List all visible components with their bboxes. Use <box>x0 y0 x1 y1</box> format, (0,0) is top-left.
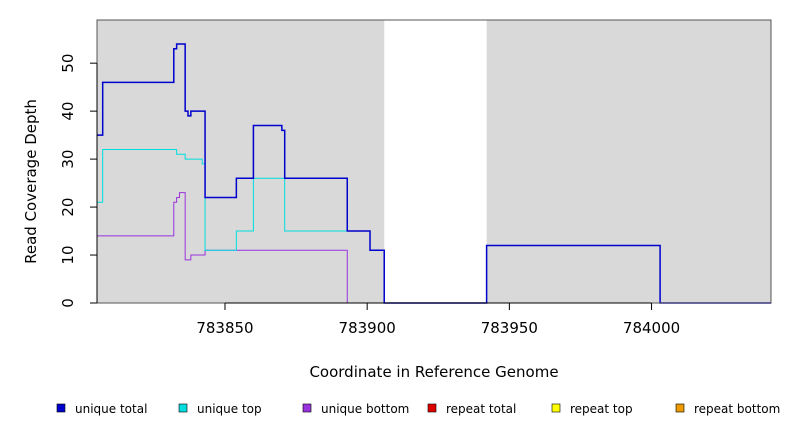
legend-label: unique top <box>197 402 262 416</box>
y-tick-label: 10 <box>59 245 77 264</box>
y-tick-label: 20 <box>59 198 77 217</box>
x-tick-label: 783900 <box>339 319 396 337</box>
x-tick-label: 783850 <box>196 319 253 337</box>
x-axis-title: Coordinate in Reference Genome <box>309 363 558 381</box>
legend-label: repeat total <box>446 402 516 416</box>
legend-item-repeat-total: repeat total <box>427 402 516 416</box>
legend-label: repeat top <box>570 402 633 416</box>
x-tick-label: 783950 <box>481 319 538 337</box>
legend-swatch <box>551 403 561 413</box>
y-tick-label: 40 <box>59 102 77 121</box>
legend-item-repeat-bottom: repeat bottom <box>675 402 780 416</box>
legend-swatch <box>302 403 312 413</box>
legend-label: unique total <box>75 402 147 416</box>
y-tick-label: 30 <box>59 150 77 169</box>
series-line-unique-total <box>97 43 771 304</box>
unshaded-region <box>384 20 487 303</box>
x-axis: 783850 783900 783950 784000 <box>196 302 680 337</box>
legend-item-unique-top: unique top <box>178 402 262 416</box>
y-axis-title: Read Coverage Depth <box>22 99 40 264</box>
legend-swatch <box>675 403 685 413</box>
y-tick-label: 0 <box>59 298 77 308</box>
legend-label: repeat bottom <box>694 402 780 416</box>
y-tick-label: 50 <box>59 54 77 73</box>
legend-item-unique-total: unique total <box>56 402 147 416</box>
y-axis: 0 10 20 30 40 50 <box>59 54 98 308</box>
plot-background <box>97 20 771 303</box>
legend-swatch <box>178 403 188 413</box>
legend: unique total unique top unique bottom repea… <box>56 402 780 416</box>
legend-label: unique bottom <box>321 402 409 416</box>
series-line-unique-bottom <box>97 192 771 304</box>
legend-item-repeat-top: repeat top <box>551 402 633 416</box>
legend-item-unique-bottom: unique bottom <box>302 402 409 416</box>
legend-swatch <box>56 403 66 413</box>
legend-swatch <box>427 403 437 413</box>
x-tick-label: 784000 <box>623 319 680 337</box>
